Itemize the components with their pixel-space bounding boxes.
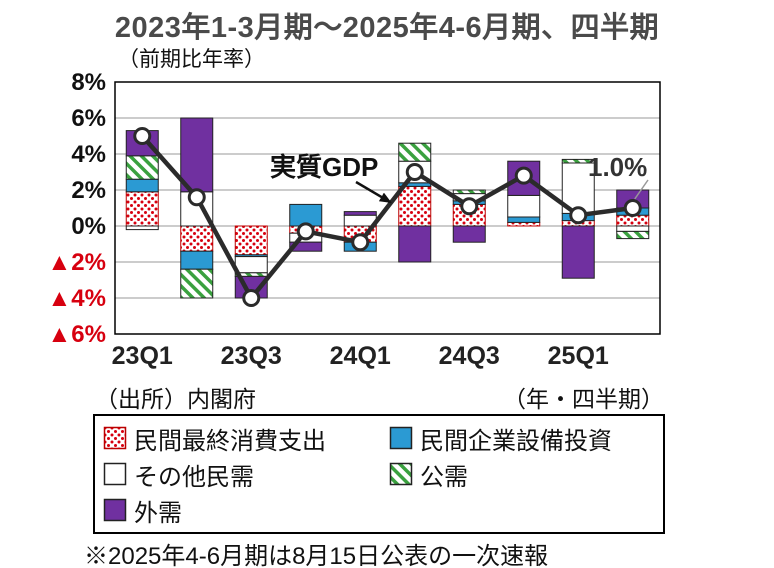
bar-segment: [289, 241, 323, 252]
legend-item-public: 公需: [389, 457, 655, 492]
bar-segment: [125, 191, 159, 227]
plot-frame: [114, 81, 661, 335]
x-tick-label: 23Q3: [221, 342, 282, 370]
bar-segment: [398, 142, 432, 162]
y-tick-label: 6%: [71, 105, 106, 132]
y-tick-label: 2%: [71, 177, 106, 204]
bar-segment: [507, 221, 541, 227]
bar-segment: [616, 230, 650, 240]
legend-label-equipment: 民間企業設備投資: [420, 427, 612, 455]
footnote: ※2025年4-6月期は8月15日公表の一次速報: [84, 543, 549, 568]
x-tick-label: 25Q1: [548, 342, 609, 370]
gdp-marker: [133, 127, 152, 145]
legend-label-other-private: その他民需: [134, 463, 254, 491]
gdp-line: [140, 134, 634, 301]
last-value-pointer: [634, 179, 649, 200]
gdp-marker: [242, 289, 261, 307]
legend-label-external: 外需: [134, 499, 182, 527]
bar-segment: [180, 250, 214, 270]
legend-label-public: 公需: [420, 463, 468, 491]
gdp-stacked-bar-line-chart: 8% 6% 4% 2% 0% ▲2% ▲4% ▲6% （前期比年率） 23Q1 23Q3 24Q1 24…: [48, 48, 661, 370]
y-tick-label: ▲6%: [48, 321, 106, 348]
gdp-marker: [514, 166, 533, 185]
x-tick-label: 24Q3: [439, 342, 500, 370]
bar-segment: [180, 268, 214, 299]
y-tick-label: 4%: [71, 141, 106, 168]
y-tick-label: 0%: [71, 213, 106, 240]
bar-23Q3: [234, 225, 268, 299]
bar-segment: [616, 225, 650, 232]
gdp-annotation-label: 実質GDP: [270, 152, 378, 182]
gdp-marker: [623, 199, 642, 217]
gdp-marker: [405, 163, 424, 181]
bar-23Q2: [180, 117, 214, 299]
bar-segment: [561, 225, 595, 279]
bar-segment: [452, 189, 486, 195]
gdp-marker: [296, 222, 315, 241]
legend-swatch-equipment: [389, 426, 413, 450]
bar-24Q2: [398, 142, 432, 263]
bar-segment: [125, 155, 159, 180]
bar-segment: [398, 225, 432, 263]
bar-23Q1: [125, 130, 159, 231]
bar-segment: [507, 194, 541, 218]
gdp-marker: [351, 233, 370, 252]
x-tick-label: 23Q1: [112, 342, 173, 370]
gdp-annotation-arrow: [355, 180, 392, 204]
bar-segment: [180, 117, 214, 193]
legend-item-equipment: 民間企業設備投資: [389, 421, 655, 456]
bar-segment: [234, 256, 268, 274]
legend: 民間最終消費支出 民間企業設備投資 その他民需 公需: [93, 414, 665, 534]
x-axis-unit-label: （年・四半期）: [503, 386, 664, 412]
y-axis-note: （前期比年率）: [118, 48, 265, 71]
legend-item-consumption: 民間最終消費支出: [103, 421, 389, 456]
bar-segment: [398, 185, 432, 227]
bar-segment: [452, 225, 486, 243]
legend-swatch-public: [389, 462, 413, 486]
legend-row: 民間最終消費支出 民間企業設備投資: [103, 420, 655, 456]
bar-segment: [125, 225, 159, 231]
bar-segment: [507, 216, 541, 223]
bar-segment: [125, 178, 159, 193]
page-title: 2023年1-3月期～2025年4-6月期、四半期: [114, 12, 660, 44]
legend-swatch-external: [103, 498, 127, 522]
y-tick-label: ▲4%: [48, 285, 106, 312]
legend-label-consumption: 民間最終消費支出: [134, 427, 326, 455]
y-tick-label: ▲2%: [48, 249, 106, 276]
gdp-marker: [187, 188, 206, 207]
legend-swatch-other-private: [103, 462, 127, 486]
x-tick-label: 24Q1: [330, 342, 391, 370]
last-value-label: 1.0%: [588, 152, 647, 182]
legend-row: その他民需 公需: [103, 456, 655, 492]
gdp-marker: [460, 197, 479, 216]
legend-swatch-consumption: [103, 426, 127, 450]
bar-segment: [180, 225, 214, 252]
legend-row: 外需: [103, 492, 655, 528]
bar-segment: [561, 158, 595, 164]
y-tick-label: 8%: [71, 69, 106, 96]
gdp-marker: [569, 206, 588, 225]
source-label: （出所）内閣府: [95, 386, 256, 412]
bar-segment: [343, 211, 377, 216]
legend-item-other-private: その他民需: [103, 457, 389, 492]
bar-segment: [234, 225, 268, 256]
legend-item-external: 外需: [103, 493, 389, 528]
